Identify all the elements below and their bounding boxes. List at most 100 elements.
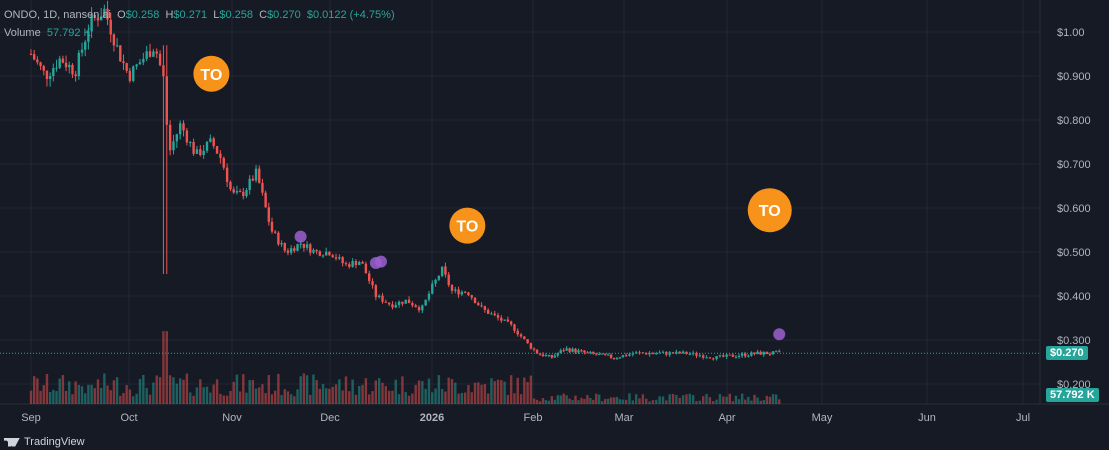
volume-bar bbox=[571, 400, 574, 404]
volume-bar bbox=[152, 382, 155, 404]
signal-dot[interactable] bbox=[375, 255, 387, 268]
volume-bar bbox=[628, 393, 631, 404]
volume-bar bbox=[691, 395, 695, 404]
volume-bar bbox=[734, 395, 738, 404]
candle-body bbox=[189, 142, 192, 144]
candle-body bbox=[477, 303, 480, 306]
candle-body bbox=[516, 330, 519, 335]
candle-body bbox=[309, 244, 312, 253]
candlestick-series bbox=[29, 0, 781, 361]
candle-body bbox=[232, 189, 235, 193]
volume-bar bbox=[541, 398, 545, 404]
candle-body bbox=[371, 281, 374, 286]
volume-bar bbox=[740, 393, 744, 404]
event-marker-circle[interactable] bbox=[747, 188, 792, 233]
candle-body bbox=[142, 58, 145, 63]
volume-bar bbox=[229, 390, 232, 404]
candle-body bbox=[74, 74, 77, 77]
current-price-badge: $0.270 bbox=[1046, 346, 1088, 360]
volume-bar bbox=[460, 392, 464, 404]
candle-body bbox=[454, 289, 457, 291]
volume-bar bbox=[286, 391, 290, 404]
volume-bar bbox=[145, 388, 148, 404]
volume-bar bbox=[397, 394, 401, 404]
candle-body bbox=[661, 351, 665, 353]
candle-body bbox=[258, 168, 261, 183]
volume-bar bbox=[182, 379, 185, 404]
volume-bar bbox=[523, 377, 526, 404]
volume-bar bbox=[750, 400, 753, 404]
candle-body bbox=[606, 354, 610, 356]
candle-body bbox=[155, 51, 158, 54]
volume-bar bbox=[688, 393, 691, 404]
volume-bar bbox=[119, 395, 122, 404]
candle-body bbox=[397, 301, 401, 306]
candle-body bbox=[424, 299, 427, 306]
candle-body bbox=[348, 264, 351, 267]
volume-label[interactable]: Volume bbox=[4, 27, 41, 39]
signal-dot[interactable] bbox=[773, 328, 786, 341]
volume-bar bbox=[242, 374, 245, 404]
event-marker-circle[interactable] bbox=[449, 207, 486, 244]
candle-body bbox=[377, 295, 381, 298]
volume-bar bbox=[583, 398, 586, 404]
time-tick-label: 2026 bbox=[420, 412, 444, 424]
volume-bar bbox=[493, 381, 496, 404]
event-marker-circle[interactable] bbox=[193, 55, 230, 92]
volume-bar bbox=[29, 390, 33, 404]
volume-bar bbox=[765, 395, 769, 404]
candle-body bbox=[562, 350, 565, 352]
candle-body bbox=[93, 14, 96, 18]
volume-bar bbox=[503, 381, 506, 404]
candle-body bbox=[387, 302, 391, 305]
candle-body bbox=[138, 62, 142, 65]
volume-bar bbox=[55, 390, 58, 404]
volume-bar bbox=[93, 388, 96, 404]
candle-body bbox=[321, 255, 325, 257]
event-markers[interactable]: TO TO TO bbox=[193, 55, 792, 341]
price-axis[interactable]: $1.00 $0.900 $0.800 $0.700 $0.600 $0.500 $0.40… bbox=[1057, 27, 1091, 391]
volume-bar bbox=[74, 381, 77, 404]
candle-body bbox=[728, 354, 731, 356]
candle-body bbox=[331, 255, 334, 258]
candle-body bbox=[299, 243, 302, 245]
high-label: H bbox=[165, 9, 174, 21]
tradingview-label: TradingView bbox=[24, 436, 85, 448]
candle-body bbox=[725, 354, 728, 357]
volume-bar bbox=[225, 395, 229, 404]
symbol-label[interactable]: ONDO, 1D, nansen.ai bbox=[4, 9, 111, 21]
candle-body bbox=[765, 351, 769, 355]
price-tick-label: $0.600 bbox=[1057, 203, 1091, 215]
candle-body bbox=[437, 276, 441, 280]
candle-body bbox=[351, 261, 354, 267]
volume-bar bbox=[270, 394, 274, 404]
volume-bar bbox=[532, 398, 536, 404]
volume-bar bbox=[768, 396, 772, 404]
candle-body bbox=[544, 355, 548, 357]
volume-bar bbox=[467, 385, 470, 404]
volume-bar bbox=[48, 391, 52, 404]
candle-body bbox=[80, 49, 84, 53]
tradingview-logo-icon bbox=[4, 437, 20, 447]
candle-body bbox=[90, 14, 93, 32]
candle-body bbox=[708, 357, 712, 359]
volume-bar bbox=[302, 373, 306, 404]
event-marker-label: TO bbox=[759, 203, 781, 220]
volume-bar bbox=[421, 381, 424, 404]
volume-bar bbox=[368, 394, 371, 404]
time-axis[interactable]: Sep Oct Nov Dec 2026 Feb Mar Apr May Jun Jul bbox=[21, 412, 1030, 424]
candle-body bbox=[526, 339, 529, 344]
volume-bar bbox=[550, 396, 554, 404]
candle-body bbox=[225, 167, 229, 182]
candle-body bbox=[470, 295, 473, 298]
candle-body bbox=[678, 351, 681, 354]
candle-body bbox=[109, 19, 112, 35]
tradingview-branding[interactable]: TradingView bbox=[4, 436, 85, 448]
candle-body bbox=[671, 352, 675, 354]
volume-bar bbox=[437, 375, 441, 404]
candle-body bbox=[77, 52, 81, 77]
open-label: O bbox=[117, 9, 126, 21]
signal-dot[interactable] bbox=[294, 230, 307, 243]
candle-body bbox=[715, 356, 718, 360]
